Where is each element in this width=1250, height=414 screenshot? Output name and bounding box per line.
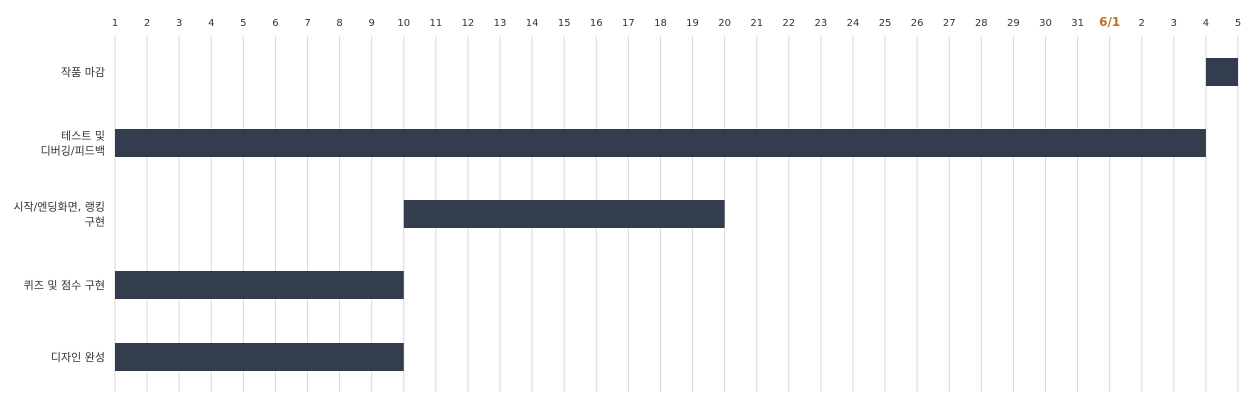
x-tick-label: 14 [526,18,539,29]
x-tick-label: 19 [686,18,699,29]
x-tick-label: 13 [494,18,507,29]
task-bar [1205,58,1238,86]
x-tick-label: 23 [815,18,828,29]
x-tick-label: 20 [718,18,731,29]
x-tick-label: 5 [240,18,246,29]
x-tick-label: 6 [272,18,278,29]
task-bar [115,271,404,299]
x-tick-label: 27 [943,18,956,29]
x-tick-label: 25 [879,18,892,29]
x-tick-label: 17 [622,18,635,29]
x-tick-label: 16 [590,18,603,29]
x-tick-label: 1 [112,18,118,29]
x-tick-label: 3 [176,18,182,29]
x-tick-label: 29 [1007,18,1020,29]
x-tick-label: 2 [144,18,150,29]
x-tick-label: 3 [1171,18,1177,29]
x-axis-ticks: 1 2 3 4 5 6 7 8 9 10 11 12 13 14 15 16 17 18 19 20 21 22 23 24 2… [112,15,1241,29]
task-label: 테스트 및 [61,130,105,143]
x-tick-label: 7 [304,18,310,29]
x-tick-label: 24 [847,18,860,29]
task-bars [115,58,1238,371]
task-bar [115,129,1206,157]
x-tick-label: 10 [397,18,410,29]
task-label: 구현 [85,216,105,229]
x-tick-label: 2 [1139,18,1145,29]
task-label: 시작/엔딩화면, 랭킹 [13,201,105,214]
task-label: 디자인 완성 [51,351,105,364]
task-label: 디버깅/피드백 [41,145,105,158]
x-tick-label: 4 [1203,18,1209,29]
task-bar [115,343,404,371]
x-tick-label: 6/1 [1099,15,1120,29]
x-tick-label: 12 [462,18,475,29]
x-tick-label: 4 [208,18,214,29]
x-tick-label: 21 [750,18,763,29]
task-label: 퀴즈 및 점수 구현 [24,279,105,292]
x-tick-label: 9 [368,18,374,29]
x-tick-label: 8 [336,18,342,29]
x-tick-label: 30 [1039,18,1052,29]
x-tick-label: 5 [1235,18,1241,29]
x-tick-label: 15 [558,18,571,29]
task-label: 작품 마감 [61,66,105,79]
x-tick-label: 22 [782,18,795,29]
x-tick-label: 28 [975,18,988,29]
x-tick-label: 18 [654,18,667,29]
task-bar [403,200,725,228]
x-tick-label: 11 [429,18,442,29]
x-tick-label: 26 [911,18,924,29]
x-tick-label: 31 [1071,18,1084,29]
